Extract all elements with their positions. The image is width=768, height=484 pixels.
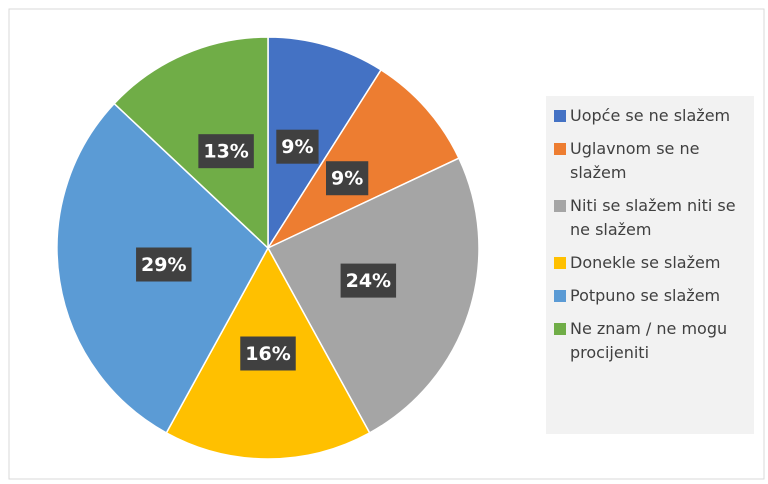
- data-label-bg: [240, 336, 296, 371]
- data-label: 29%: [141, 254, 186, 276]
- legend-swatch: [554, 323, 566, 335]
- data-label-bg: [136, 247, 192, 282]
- legend-swatch: [554, 290, 566, 302]
- legend-label: Uglavnom se ne slažem: [570, 139, 700, 182]
- legend-swatch: [554, 200, 566, 212]
- legend-swatch: [554, 143, 566, 155]
- data-label-bg: [198, 134, 254, 169]
- legend-label: Donekle se slažem: [570, 253, 721, 272]
- legend-item: Potpuno se slažem: [554, 284, 754, 308]
- legend: Uopće se ne slažem Uglavnom se ne slažem N…: [546, 96, 754, 434]
- legend-label: Niti se slažem niti se ne slažem: [570, 196, 736, 239]
- legend-item: Niti se slažem niti se ne slažem: [554, 194, 754, 242]
- data-label: 13%: [203, 141, 248, 163]
- pie-slice: [265, 68, 460, 250]
- legend-label: Potpuno se slažem: [570, 286, 721, 305]
- legend-label: Ne znam / ne mogu procijeniti: [570, 319, 728, 362]
- data-label: 9%: [331, 168, 363, 190]
- data-label: 9%: [281, 136, 313, 158]
- legend-item: Uopće se ne slažem: [554, 104, 754, 128]
- data-label: 16%: [245, 343, 290, 365]
- legend-swatch: [554, 110, 566, 122]
- pie-slice: [267, 36, 383, 251]
- pie-slice: [113, 36, 269, 250]
- chart-border: [8, 8, 765, 480]
- legend-label: Uopće se ne slažem: [570, 106, 731, 125]
- data-label-bg: [276, 129, 319, 164]
- legend-item: Ne znam / ne mogu procijeniti: [554, 317, 754, 365]
- data-label-bg: [340, 263, 397, 298]
- legend-item: Uglavnom se ne slažem: [554, 137, 754, 185]
- data-label: 24%: [346, 270, 391, 292]
- legend-swatch: [554, 257, 566, 269]
- legend-item: Donekle se slažem: [554, 251, 754, 275]
- data-label-bg: [326, 161, 369, 196]
